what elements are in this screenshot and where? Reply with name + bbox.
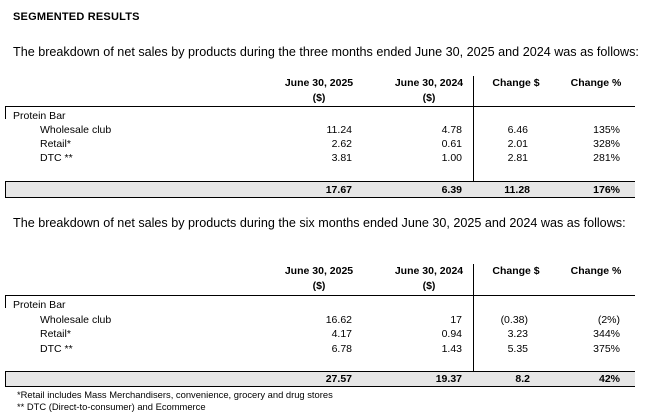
cell-change-pct: 344% [593,328,620,340]
cell-2025: 11.24 [326,124,353,136]
cell-change-usd: 2.81 [507,152,528,164]
cell-change-usd: 6.46 [507,124,528,136]
total-change-pct: 176% [593,184,620,196]
total-rule-bottom [5,386,635,387]
total-2024: 6.39 [441,184,462,196]
total-band [5,371,635,387]
total-rule-top [5,371,635,372]
cell-2025: 6.78 [331,343,352,355]
row-label: DTC ** [40,343,73,355]
column-divider [473,76,474,198]
total-change-pct: 42% [598,373,620,385]
row-label: Wholesale club [40,314,112,326]
total-rule-bottom [5,197,635,198]
category-label: Protein Bar [13,299,66,311]
total-change-usd: 11.28 [504,184,530,196]
cell-2024: 1.00 [441,152,462,164]
cell-change-usd: 2.01 [507,138,528,150]
cell-2024: 0.94 [441,328,462,340]
section-title: SEGMENTED RESULTS [13,11,140,23]
footnote-retail: *Retail includes Mass Merchandisers, con… [17,389,333,400]
total-edge [5,371,6,387]
footnote-dtc: ** DTC (Direct-to-consumer) and Ecommerc… [17,401,206,412]
header-june-2025: June 30, 2025 ($) [284,265,354,292]
cell-change-pct: 135% [593,124,620,136]
category-label: Protein Bar [13,110,66,122]
total-2024: 19.37 [435,373,462,385]
header-rule [5,295,635,296]
cell-2025: 4.17 [331,328,352,340]
cell-change-pct: 281% [593,152,620,164]
column-divider [473,264,474,387]
total-rule-top [5,181,635,182]
cell-change-usd: (0.38) [500,314,528,326]
row-label: Wholesale club [40,124,112,136]
cell-change-pct: 328% [593,138,620,150]
total-band [5,181,635,198]
total-2025: 17.67 [325,184,352,196]
cell-2024: 17 [450,314,462,326]
cell-2025: 2.62 [331,138,352,150]
row-label: DTC ** [40,152,73,164]
header-june-2025: June 30, 2025 ($) [284,77,354,104]
header-june-2024: June 30, 2024 ($) [394,265,464,292]
row-label: Retail* [40,138,71,150]
three-month-intro: The breakdown of net sales by products d… [13,45,639,59]
header-change-pct: Change % [570,265,622,277]
header-rule [5,106,635,107]
header-june-2024: June 30, 2024 ($) [394,77,464,104]
header-change-usd: Change $ [492,265,540,277]
cell-2024: 4.78 [441,124,462,136]
cell-2024: 1.43 [441,343,462,355]
cell-2024: 0.61 [441,138,462,150]
cell-change-usd: 3.23 [507,328,528,340]
category-edge [5,106,6,119]
cell-change-pct: 375% [593,343,620,355]
total-2025: 27.57 [325,373,352,385]
total-change-usd: 8.2 [515,373,530,385]
header-change-usd: Change $ [492,77,540,89]
category-edge [5,295,6,308]
row-label: Retail* [40,328,71,340]
header-change-pct: Change % [570,77,622,89]
cell-2025: 3.81 [331,152,352,164]
cell-change-pct: (2%) [597,314,620,326]
six-month-intro: The breakdown of net sales by products d… [13,216,626,230]
cell-change-usd: 5.35 [507,343,528,355]
cell-2025: 16.62 [325,314,352,326]
total-edge [5,181,6,198]
